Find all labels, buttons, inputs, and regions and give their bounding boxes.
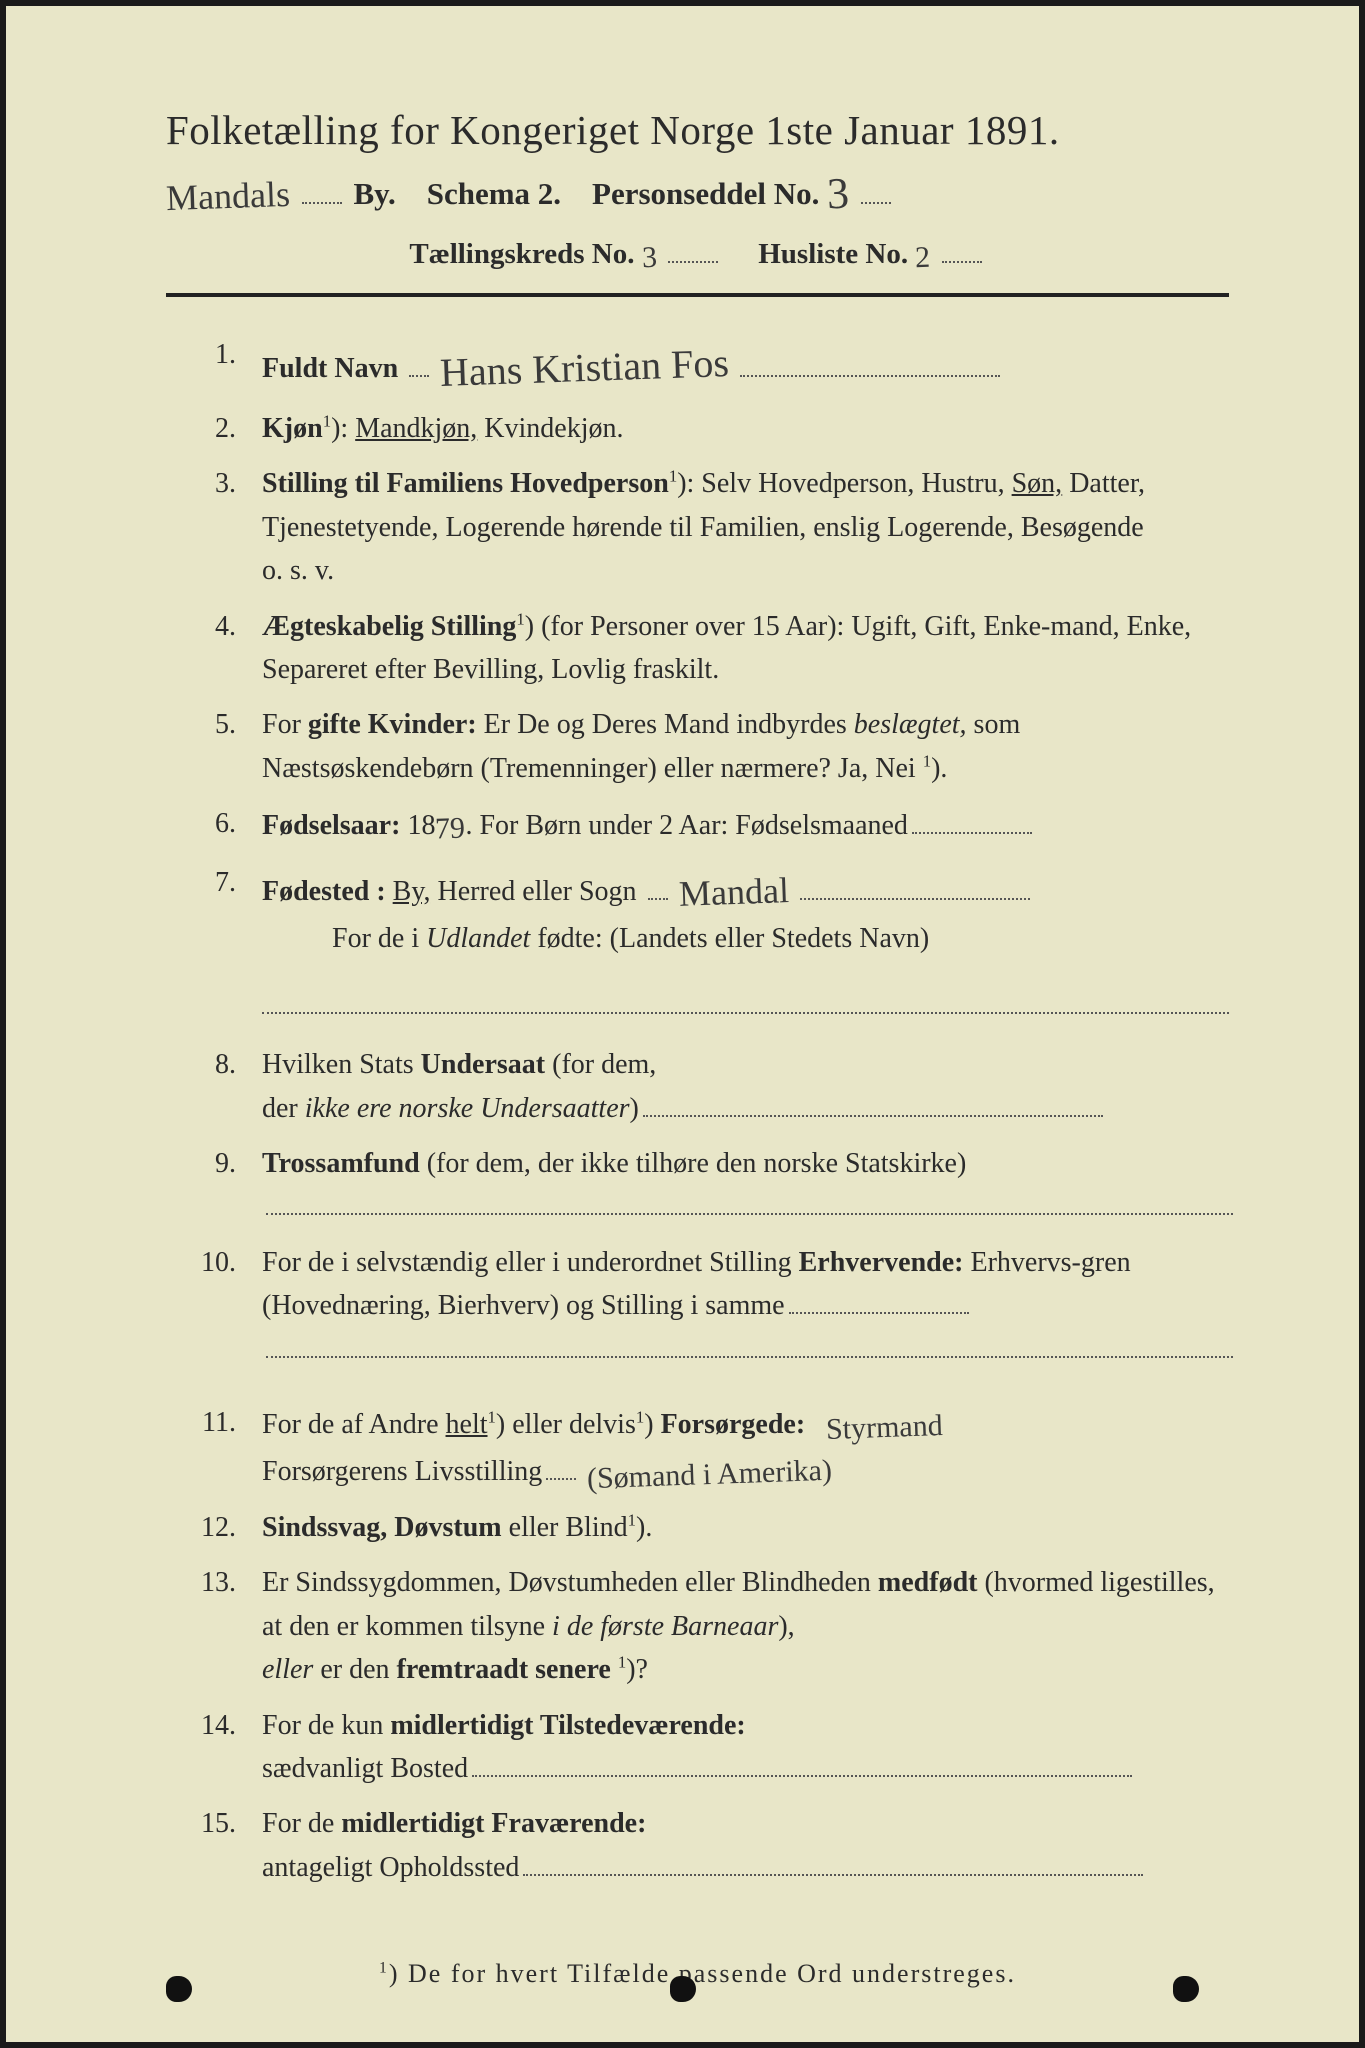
- subheader-line1: Mandals By. Schema 2. Personseddel No. 3: [166, 164, 1229, 215]
- schema-label: Schema 2.: [427, 176, 561, 211]
- item-num: 9.: [166, 1142, 262, 1229]
- q15-label: midlertidigt Fraværende:: [341, 1808, 646, 1839]
- q6-year: 79: [435, 806, 467, 854]
- q1-value: Hans Kristian Fos: [439, 332, 730, 404]
- q9-label: Trossamfund: [262, 1148, 420, 1179]
- item-num: 11.: [166, 1401, 262, 1494]
- item-12: 12. Sindssvag, Døvstum eller Blind1).: [166, 1506, 1229, 1549]
- form-items: 1. Fuldt Navn Hans Kristian Fos 2. Kjøn1…: [166, 333, 1229, 1889]
- q1-label: Fuldt Navn: [262, 353, 398, 384]
- q3-label: Stilling til Familiens Hovedperson: [262, 468, 669, 499]
- item-num: 10.: [166, 1241, 262, 1371]
- q7-label: Fødested :: [262, 876, 393, 907]
- q6-label: Fødselsaar:: [262, 810, 407, 841]
- hole-icon: [1173, 1976, 1199, 2002]
- subheader-line2: Tællingskreds No. 3 Husliste No. 2: [166, 235, 1229, 271]
- item-num: 8.: [166, 1043, 262, 1130]
- item-10: 10. For de i selvstændig eller i underor…: [166, 1241, 1229, 1371]
- title-suf: e 1ste Januar 1891.: [736, 107, 1060, 153]
- q7-by: By,: [393, 876, 431, 907]
- q11-hand1: Styrmand: [825, 1403, 943, 1454]
- q3-line3: o. s. v.: [262, 555, 334, 586]
- item-num: 14.: [166, 1704, 262, 1791]
- item-num: 6.: [166, 802, 262, 849]
- item-num: 3.: [166, 462, 262, 592]
- kreds-label: Tællingskreds No.: [409, 238, 634, 270]
- q14-label: midlertidigt Tilstedeværende:: [390, 1710, 745, 1741]
- main-title: Folketælling for Kongeriget Norge 1ste J…: [166, 106, 1229, 154]
- q5-label: gifte Kvinder:: [308, 709, 477, 740]
- hole-icon: [166, 1976, 192, 2002]
- item-2: 2. Kjøn1): Mandkjøn, Kvindekjøn.: [166, 407, 1229, 450]
- by-label: By.: [353, 176, 395, 211]
- item-num: 5.: [166, 703, 262, 790]
- item-14: 14. For de kun midlertidigt Tilstedevære…: [166, 1704, 1229, 1791]
- title-g: g: [715, 107, 736, 153]
- item-1: 1. Fuldt Navn Hans Kristian Fos: [166, 333, 1229, 395]
- item-num: 13.: [166, 1561, 262, 1691]
- husliste-label: Husliste No.: [758, 238, 908, 270]
- item-13: 13. Er Sindssygdommen, Døvstumheden elle…: [166, 1561, 1229, 1691]
- item-num: 15.: [166, 1802, 262, 1889]
- title-pre: Folketælling for Kongeriget Nor: [166, 107, 715, 153]
- item-5: 5. For gifte Kvinder: Er De og Deres Man…: [166, 703, 1229, 790]
- personseddel-no: 3: [826, 168, 850, 220]
- item-9: 9. Trossamfund (for dem, der ikke tilhør…: [166, 1142, 1229, 1229]
- item-6: 6. Fødselsaar: 1879. For Børn under 2 Aa…: [166, 802, 1229, 849]
- personseddel-label: Personseddel No.: [592, 176, 819, 211]
- item-11: 11. For de af Andre helt1) eller delvis1…: [166, 1401, 1229, 1494]
- divider: [166, 293, 1229, 297]
- q4-label: Ægteskabelig Stilling: [262, 611, 516, 642]
- q11-hand2: (Sømand i Amerika): [587, 1447, 833, 1502]
- item-num: 12.: [166, 1506, 262, 1549]
- q2-mandkjon: Mandkjøn,: [355, 413, 477, 444]
- q7-hand: Mandal: [678, 863, 790, 923]
- item-15: 15. For de midlertidigt Fraværende: anta…: [166, 1802, 1229, 1889]
- item-num: 1.: [166, 333, 262, 395]
- item-4: 4. Ægteskabelig Stilling1) (for Personer…: [166, 605, 1229, 692]
- item-num: 7.: [166, 861, 262, 960]
- item-num: 2.: [166, 407, 262, 450]
- q3-son: Søn,: [1012, 468, 1063, 499]
- q12-label: Sindssvag, Døvstum: [262, 1512, 502, 1543]
- punch-holes: [6, 1976, 1359, 2002]
- husliste-no: 2: [915, 241, 931, 276]
- item-3: 3. Stilling til Familiens Hovedperson1):…: [166, 462, 1229, 592]
- hole-icon: [670, 1976, 696, 2002]
- item-8: 8. Hvilken Stats Undersaat (for dem, der…: [166, 1043, 1229, 1130]
- kreds-no: 3: [641, 241, 657, 276]
- q8-label: Undersaat: [421, 1049, 545, 1080]
- city-handwritten: Mandals: [165, 173, 290, 219]
- q2-label: Kjøn: [262, 413, 323, 444]
- item-num: 4.: [166, 605, 262, 692]
- q2-kvindekjon: Kvindekjøn.: [484, 413, 623, 444]
- census-form-page: Folketælling for Kongeriget Norge 1ste J…: [0, 0, 1365, 2048]
- item-7: 7. Fødested : By, Herred eller Sogn Mand…: [166, 861, 1229, 960]
